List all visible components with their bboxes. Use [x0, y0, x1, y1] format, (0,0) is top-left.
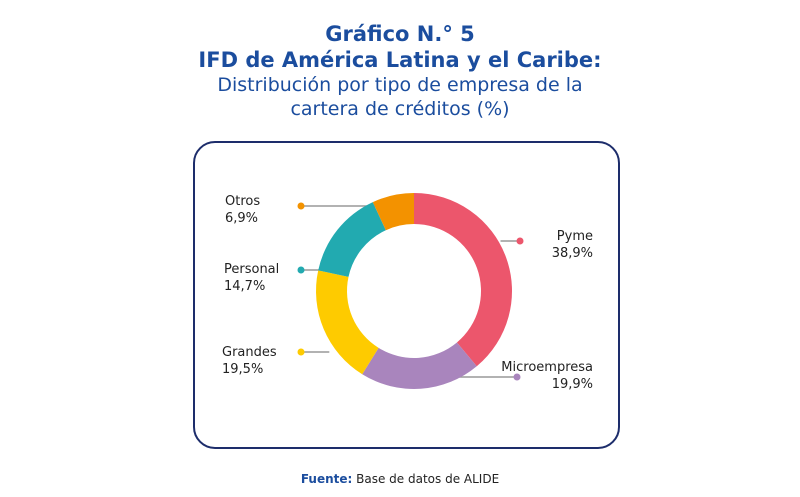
chart-number: Gráfico N.° 5 [325, 22, 475, 46]
source-note: Fuente: Base de datos de ALIDE [300, 472, 500, 486]
slice-microempresa [362, 342, 477, 389]
label-microempresa: Microempresa 19,9% [501, 360, 593, 392]
leader-dot-otros [297, 202, 305, 210]
slice-otros [372, 193, 414, 231]
label-grandes: Grandes 19,5% [222, 345, 277, 377]
slice-pyme [414, 193, 513, 367]
leader-dot-microempresa [513, 373, 521, 381]
label-otros: Otros 6,9% [225, 194, 261, 226]
leader-dot-personal [297, 266, 305, 274]
label-personal: Personal 14,7% [224, 262, 280, 294]
leader-dot-grandes [297, 348, 305, 356]
chart-title: IFD de América Latina y el Caribe: [198, 48, 602, 72]
leader-dot-pyme [516, 237, 524, 245]
slice-personal [318, 202, 386, 277]
chart-subtitle-1: Distribución por tipo de empresa de la [217, 74, 583, 96]
slice-grandes [316, 270, 379, 375]
chart-subtitle-2: cartera de créditos (%) [290, 98, 510, 120]
label-pyme: Pyme 38,9% [551, 229, 593, 261]
chart-frame [193, 141, 620, 449]
